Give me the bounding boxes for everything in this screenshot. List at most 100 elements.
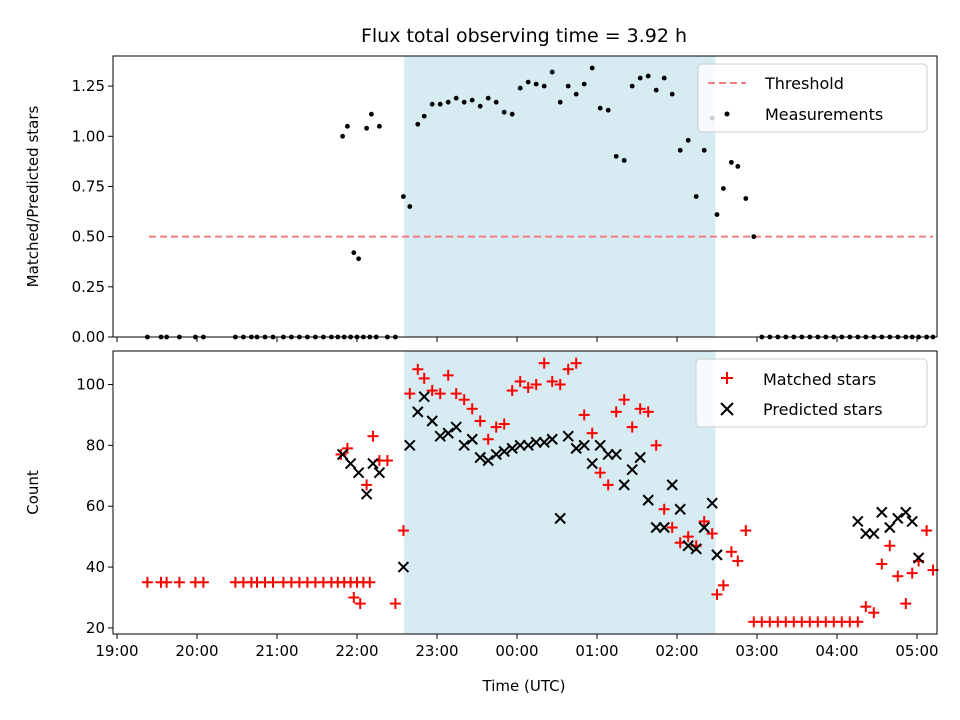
measurement-point — [565, 83, 571, 89]
matched-star-point — [921, 525, 933, 537]
measurement-point — [677, 147, 683, 153]
predicted-star-point — [906, 515, 918, 528]
measurement-point — [429, 101, 435, 107]
matched-star-point — [173, 576, 185, 588]
matched-star-point — [498, 418, 510, 430]
bottom-axes-frame — [112, 350, 938, 635]
matched-star-point — [884, 540, 896, 552]
top-y-axis-label: Matched/Predicted stars — [24, 106, 42, 288]
matched-star-point — [335, 448, 347, 460]
measurement-point — [557, 99, 563, 105]
measurement-point — [369, 111, 374, 117]
matched-star-point — [412, 363, 424, 375]
matched-star-point — [361, 479, 373, 491]
measurement-point — [743, 196, 749, 201]
measurement-point — [453, 95, 459, 101]
legend-measurements-swatch — [724, 111, 730, 117]
measurement-point — [661, 75, 667, 81]
measurement-point — [533, 81, 539, 87]
matched-star-point — [397, 525, 409, 537]
predicted-star-point — [482, 454, 494, 467]
matched-star-point — [876, 558, 888, 570]
predicted-star-point — [562, 430, 574, 442]
measurement-point — [501, 109, 507, 115]
matched-star-point — [434, 388, 446, 400]
matched-star-point — [634, 403, 646, 415]
top-legend: Threshold Measurements — [697, 63, 928, 133]
bottom-y-axis-label: Count — [24, 470, 42, 515]
measurement-point — [415, 121, 421, 127]
matched-star-point — [450, 388, 462, 400]
measurement-point — [629, 83, 635, 89]
predicted-star-point — [360, 488, 373, 500]
top-y-tick-label: 0.50 — [72, 228, 105, 246]
predicted-star-point — [610, 448, 622, 461]
matched-star-point — [562, 363, 574, 375]
matched-star-point — [711, 588, 723, 600]
measurement-point — [549, 69, 555, 75]
matched-star-point — [161, 576, 173, 588]
predicted-star-point — [852, 515, 864, 528]
predicted-star-point — [570, 442, 582, 455]
bottom-legend-box — [695, 358, 928, 428]
measurement-point — [721, 186, 726, 191]
legend-measurements-label: Measurements — [765, 105, 883, 124]
matched-star-point — [389, 598, 401, 610]
predicted-star-point — [458, 439, 470, 452]
measurement-point — [525, 79, 531, 85]
matched-star-point — [530, 378, 542, 390]
matched-star-point — [586, 427, 598, 439]
predicted-star-point — [442, 427, 454, 439]
matched-star-point — [514, 375, 526, 387]
bottom-y-tick-label: 80 — [86, 436, 105, 454]
measurement-point — [437, 101, 443, 107]
measurement-point — [685, 137, 691, 143]
predicted-star-point — [434, 430, 446, 442]
predicted-star-point — [352, 467, 365, 479]
predicted-star-point — [546, 433, 558, 445]
matched-star-point — [364, 576, 376, 588]
measurement-point — [469, 97, 475, 103]
matched-star-point — [706, 528, 718, 540]
predicted-star-point — [698, 521, 710, 534]
predicted-star-point — [912, 552, 925, 564]
matched-star-point — [426, 385, 438, 397]
legend-matched-label: Matched stars — [763, 370, 876, 389]
bottom-x-tick-label: 19:00 — [95, 642, 138, 660]
matched-star-point — [626, 421, 638, 433]
top-axes-frame — [112, 55, 938, 338]
matched-star-point — [458, 394, 470, 406]
predicted-star-point — [426, 415, 438, 427]
matched-star-point — [554, 378, 566, 390]
measurement-point — [714, 212, 720, 217]
top-y-axis: 0.00 0.25 0.50 0.75 1.00 1.25 — [72, 77, 113, 346]
matched-star-point — [900, 598, 912, 610]
predicted-star-point — [474, 451, 486, 464]
measurement-point — [407, 204, 413, 209]
matched-star-point — [466, 403, 478, 415]
predicted-star-point — [666, 479, 678, 491]
predicted-star-point — [711, 549, 723, 561]
predicted-star-point — [367, 457, 379, 470]
bottom-x-tick-label: 04:00 — [815, 642, 858, 660]
measurement-point — [613, 153, 619, 159]
measurement-point — [493, 99, 499, 105]
matched-star-point — [538, 357, 550, 369]
predicted-star-point — [373, 467, 386, 479]
bottom-y-tick-label: 100 — [76, 375, 105, 393]
predicted-star-point — [658, 521, 670, 534]
matched-star-point — [860, 601, 872, 613]
matched-star-point — [418, 372, 430, 384]
measurement-point — [735, 163, 741, 169]
measurement-point — [461, 99, 467, 105]
measurement-point — [751, 234, 757, 240]
matched-star-point — [442, 369, 454, 381]
x-axis-label: Time (UTC) — [482, 677, 566, 695]
chart-title: Flux total observing time = 3.92 h — [361, 25, 687, 47]
measurement-point — [477, 103, 483, 109]
predicted-star-point — [412, 406, 424, 418]
matched-star-point — [381, 455, 393, 467]
predicted-star-point — [578, 439, 590, 452]
measurement-point — [645, 73, 651, 79]
matched-star-point — [642, 406, 654, 418]
